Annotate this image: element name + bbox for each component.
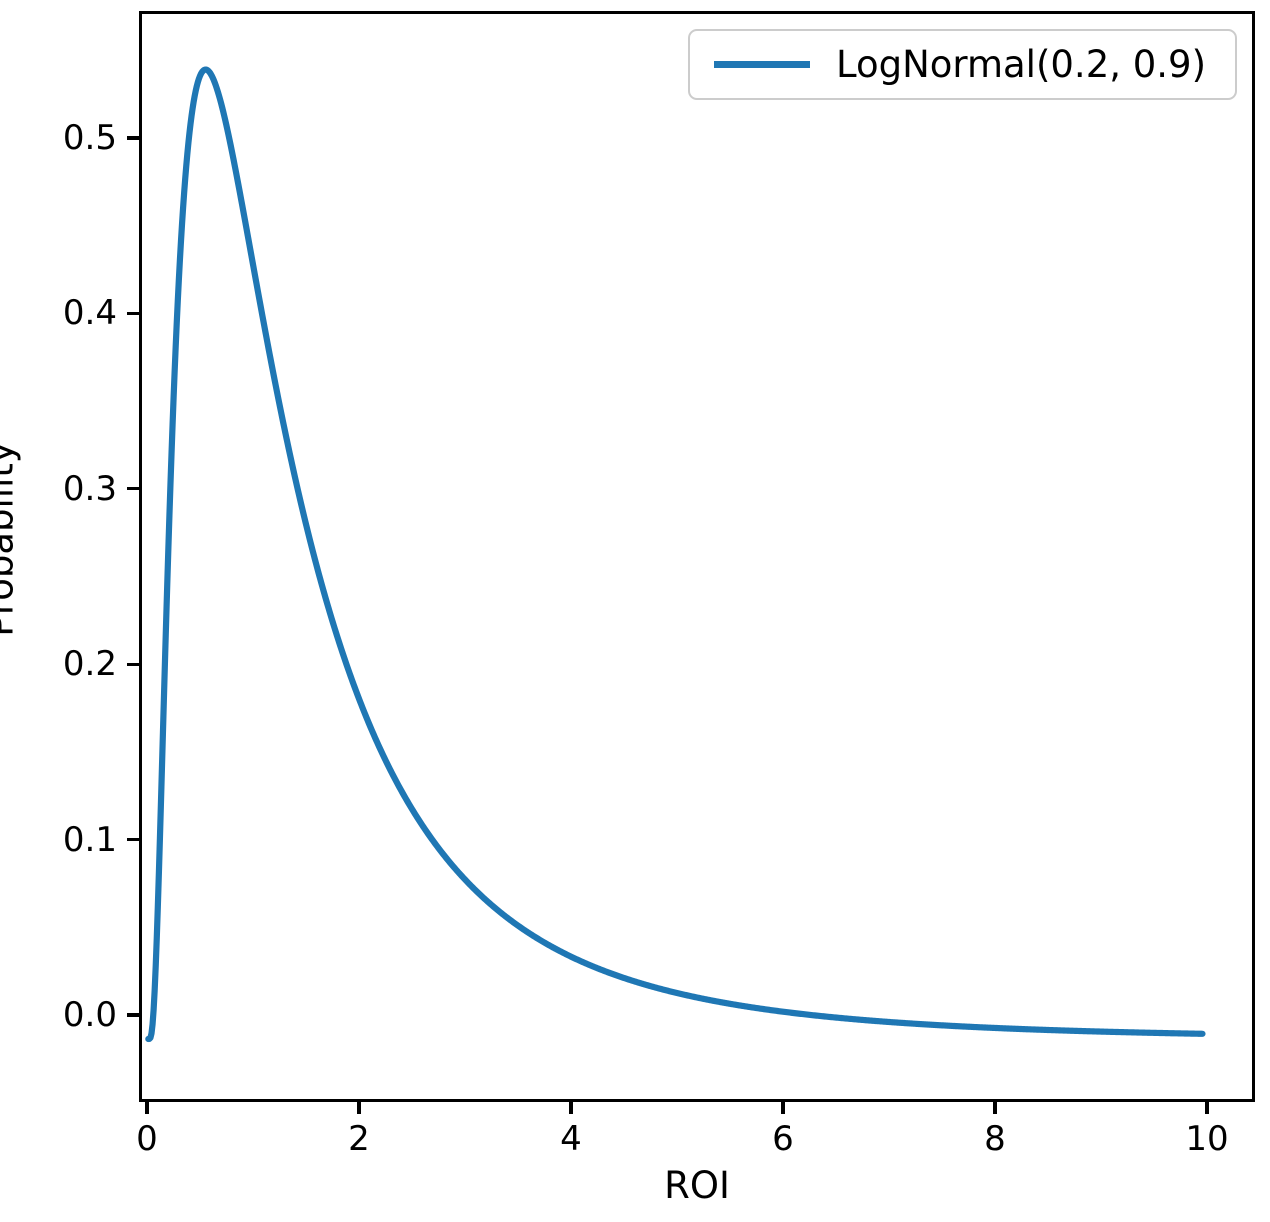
x-tick-label: 0 xyxy=(136,1119,158,1159)
y-tick-label: 0.3 xyxy=(62,468,117,509)
y-axis-label-text: Probability xyxy=(0,441,22,637)
x-tick-label: 2 xyxy=(348,1119,370,1159)
x-tick-mark xyxy=(145,1102,149,1114)
x-tick-mark xyxy=(1205,1102,1209,1114)
x-tick-mark xyxy=(993,1102,997,1114)
x-tick-mark xyxy=(357,1102,361,1114)
y-tick-label: 0.0 xyxy=(62,995,117,1035)
plot-area xyxy=(142,14,1252,1099)
y-tick-mark xyxy=(127,1013,139,1017)
legend-line-swatch xyxy=(714,61,810,68)
y-tick-label: 0.5 xyxy=(62,118,117,158)
y-tick-label: 0.2 xyxy=(62,644,117,685)
x-tick-mark xyxy=(569,1102,573,1114)
data-series-line xyxy=(148,70,1202,1039)
x-tick-label: 6 xyxy=(772,1119,794,1159)
x-tick-mark xyxy=(781,1102,785,1114)
y-tick-mark xyxy=(127,838,139,842)
y-tick-mark xyxy=(127,311,139,315)
legend-box: LogNormal(0.2, 0.9) xyxy=(688,29,1237,100)
y-tick-label: 0.4 xyxy=(62,293,117,334)
x-tick-label: 8 xyxy=(984,1119,1006,1159)
y-tick-mark xyxy=(127,487,139,491)
legend-entry-label: LogNormal(0.2, 0.9) xyxy=(836,43,1207,86)
y-axis-label: Probability xyxy=(0,441,22,671)
x-axis-label: ROI xyxy=(664,1164,730,1207)
x-tick-label: 10 xyxy=(1185,1119,1229,1159)
x-tick-label: 4 xyxy=(560,1119,582,1159)
plot-axes xyxy=(139,11,1255,1102)
y-tick-label: 0.1 xyxy=(62,819,117,860)
y-tick-mark xyxy=(127,136,139,140)
y-tick-mark xyxy=(127,662,139,666)
